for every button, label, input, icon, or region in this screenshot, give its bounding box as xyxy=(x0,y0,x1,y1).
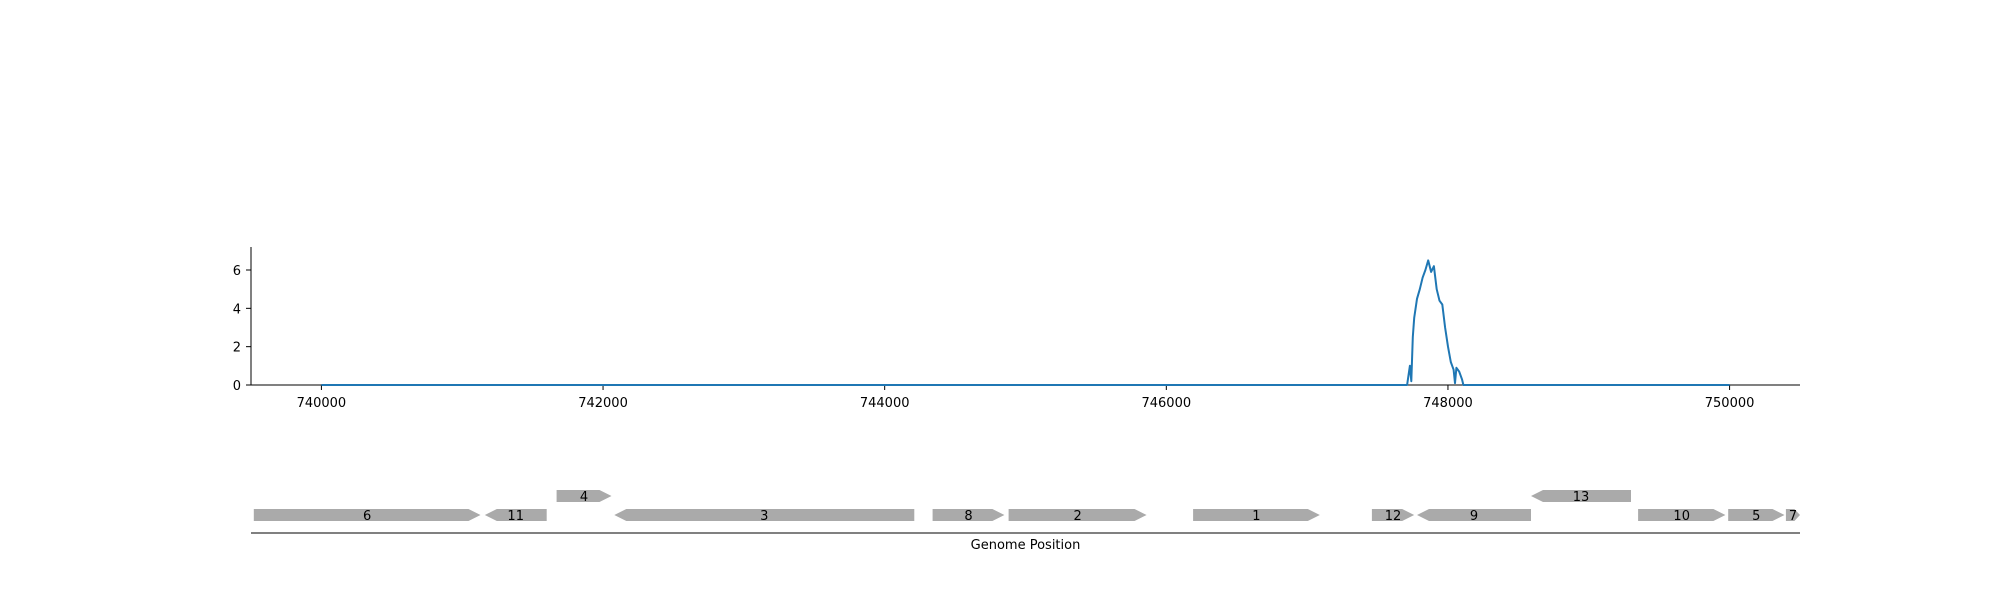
gene-label: 10 xyxy=(1673,509,1690,524)
gene-label: 13 xyxy=(1573,490,1590,505)
x-tick-label: 746000 xyxy=(1141,396,1191,411)
gene-map: Genome Position 6 11 4 3 8 2 1 12 9 13 10 5 7 xyxy=(251,490,1800,553)
gene-label: 4 xyxy=(580,490,588,505)
x-tick-label: 740000 xyxy=(297,396,347,411)
gene-axis-label: Genome Position xyxy=(971,538,1081,553)
y-tick-label: 2 xyxy=(233,341,241,356)
gene-arrow xyxy=(253,509,481,521)
gene-label: 2 xyxy=(1073,509,1081,524)
gene-arrow xyxy=(1417,509,1531,521)
gene-arrow xyxy=(1638,509,1726,521)
gene-arrow xyxy=(614,509,915,521)
y-tick-label: 0 xyxy=(233,379,241,394)
gene-arrow xyxy=(1785,509,1800,521)
gene-arrow xyxy=(1371,509,1415,521)
gene-arrow xyxy=(484,509,547,521)
gene-label: 5 xyxy=(1752,509,1760,524)
x-tick-label: 744000 xyxy=(860,396,910,411)
x-tick-label: 742000 xyxy=(578,396,628,411)
y-tick-label: 4 xyxy=(233,302,241,317)
gene-label: 11 xyxy=(507,509,524,524)
gene-arrow xyxy=(1008,509,1147,521)
gene-arrow xyxy=(1531,490,1631,502)
coverage-line xyxy=(321,259,1730,386)
gene-label: 3 xyxy=(760,509,768,524)
x-tick-label: 748000 xyxy=(1423,396,1473,411)
gene-arrow xyxy=(1193,509,1320,521)
gene-label: 9 xyxy=(1470,509,1478,524)
gene-label: 1 xyxy=(1252,509,1260,524)
x-tick-label: 750000 xyxy=(1705,396,1755,411)
gene-label: 12 xyxy=(1385,509,1402,524)
gene-arrow xyxy=(932,509,1005,521)
gene-label: 8 xyxy=(964,509,972,524)
gene-arrow xyxy=(556,490,612,502)
y-tick-label: 6 xyxy=(233,264,241,279)
gene-label: 7 xyxy=(1789,509,1797,524)
gene-arrow xyxy=(1728,509,1785,521)
gene-label: 6 xyxy=(363,509,371,524)
coverage-plot: 0 2 4 6 740000 742000 744000 746000 748000 750000 xyxy=(233,247,1800,411)
